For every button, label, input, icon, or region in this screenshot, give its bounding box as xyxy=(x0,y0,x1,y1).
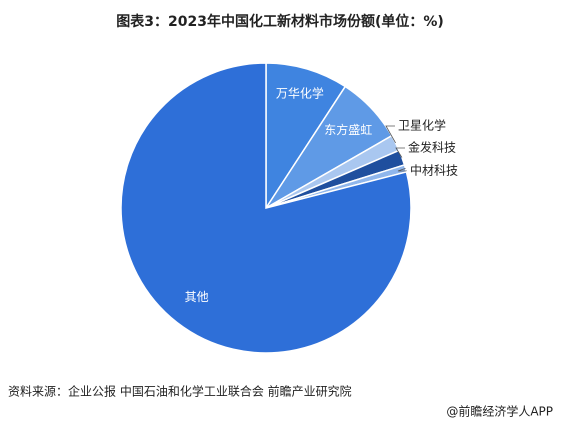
slice-label: 中材科技 xyxy=(410,163,458,178)
leader-line xyxy=(395,147,405,158)
leader-line xyxy=(397,168,407,172)
pie-slice xyxy=(265,62,347,211)
slice-label: 金发科技 xyxy=(408,140,456,155)
chart-title: 图表3：2023年中国化工新材料市场份额(单位：%) xyxy=(116,13,444,30)
leader-line xyxy=(385,125,396,144)
slice-label: 其他 xyxy=(185,290,209,304)
source: 资料来源：企业公报 中国石油和化学工业联合会 前瞻产业研究院 xyxy=(8,384,352,399)
slice-label: 万华化学 xyxy=(276,86,324,101)
credit: @前瞻经济学人APP xyxy=(446,404,553,419)
slice-label: 卫星化学 xyxy=(398,118,446,133)
pie-slice xyxy=(120,62,412,354)
slice-label: 东方盛虹 xyxy=(324,122,372,137)
